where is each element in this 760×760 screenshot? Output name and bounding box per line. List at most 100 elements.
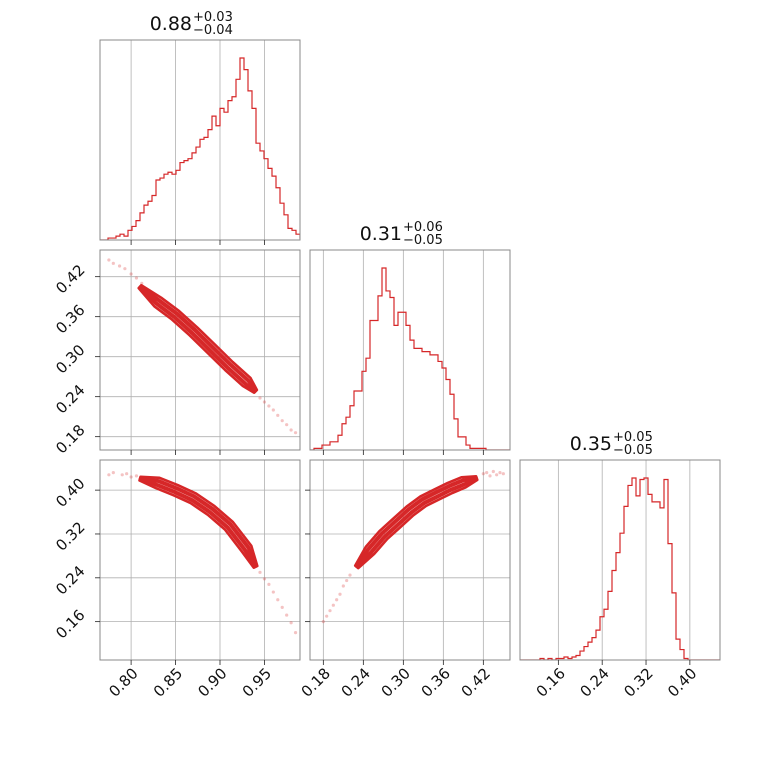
sample-point [345, 578, 349, 583]
sample-point [134, 276, 139, 280]
sample-point [328, 609, 332, 613]
y-tick-label: 0.36 [52, 301, 88, 337]
y-tick-label: 0.40 [52, 474, 88, 510]
diagonal-title: 0.88 +0.03−0.04 [150, 10, 233, 38]
sample-point [285, 613, 289, 617]
sample-point [325, 614, 329, 618]
sample-point [481, 472, 485, 476]
x-tick-label: 0.36 [418, 664, 454, 700]
sample-point [111, 261, 115, 265]
axes-hist-0 [99, 39, 301, 245]
sample-point [335, 598, 339, 602]
axes-hist-2: 0.16 0.24 0.32 0.40 [519, 459, 721, 701]
histogram-2 [520, 477, 720, 660]
y-tick-label: 0.16 [52, 606, 88, 642]
sample-point [289, 428, 293, 432]
sample-point [331, 603, 335, 607]
sample-point [262, 400, 267, 404]
x-tick-label: 0.42 [458, 664, 494, 700]
y-tick-label: 0.42 [52, 261, 88, 297]
axes-hist-1 [309, 249, 511, 455]
axes-frame [99, 39, 301, 241]
sample-point [267, 582, 271, 586]
x-tick-label: 0.40 [664, 664, 700, 700]
sample-point [276, 413, 280, 417]
axes-frame [519, 459, 721, 661]
sample-point [280, 419, 284, 423]
contour-middle [138, 476, 258, 569]
axes-pair-0: 0.18 0.24 0.30 0.36 0.42 [52, 249, 301, 457]
sample-point [491, 469, 495, 474]
panel-content [107, 471, 298, 635]
contour-inner [355, 476, 478, 569]
sample-point [293, 431, 298, 435]
x-tick-label: 0.24 [338, 664, 374, 700]
sample-point [111, 471, 115, 475]
x-tick-label: 0.32 [620, 664, 656, 700]
sample-point [125, 472, 129, 476]
y-tick-label: 0.30 [52, 341, 88, 377]
sample-point [338, 592, 342, 596]
axes-frame [99, 459, 301, 661]
sample-point [117, 264, 122, 268]
x-tick-label: 0.16 [533, 664, 569, 700]
sample-point [280, 605, 284, 609]
panel-content [107, 258, 298, 435]
sample-point [348, 573, 352, 577]
sample-point [501, 472, 505, 476]
sample-point [129, 272, 133, 276]
axes-pair-1: 0.80 0.85 0.90 0.95 0.16 0.24 0.32 0.40 [52, 459, 301, 701]
sample-point [271, 408, 275, 412]
axes-frame [309, 249, 511, 451]
sample-point [341, 584, 345, 588]
sample-point [267, 404, 271, 408]
title-plus: +0.05 [613, 430, 653, 445]
sample-point [120, 473, 124, 477]
sample-point [258, 396, 262, 400]
title-plus: +0.06 [403, 220, 443, 235]
title-minus: −0.05 [403, 233, 443, 248]
title-median: 0.88 [150, 13, 192, 35]
sample-point [285, 423, 289, 427]
x-tick-label: 0.18 [298, 664, 334, 700]
contour-inner [138, 477, 257, 569]
sample-point [258, 570, 262, 574]
panel-content [321, 469, 505, 624]
axes-frame [309, 459, 511, 661]
x-tick-label: 0.95 [239, 664, 275, 700]
x-tick-label: 0.30 [378, 664, 414, 700]
sample-point [293, 631, 298, 635]
sample-point [129, 475, 133, 479]
contour-inner [138, 285, 257, 393]
histogram-1 [310, 267, 510, 450]
axes-frame [99, 249, 301, 451]
sample-point [289, 621, 293, 625]
x-tick-label: 0.85 [150, 664, 186, 700]
sample-point [107, 473, 111, 477]
histogram-0 [100, 57, 300, 240]
sample-point [495, 473, 499, 477]
title-minus: −0.04 [193, 23, 233, 38]
x-tick-label: 0.90 [194, 664, 230, 700]
y-tick-label: 0.24 [52, 562, 88, 598]
sample-point [262, 577, 267, 581]
diagonal-title: 0.31 +0.06−0.05 [360, 220, 443, 248]
y-tick-label: 0.32 [52, 518, 88, 554]
title-median: 0.31 [360, 223, 402, 245]
sample-point [276, 598, 280, 602]
sample-point [321, 620, 325, 624]
sample-point [498, 471, 502, 475]
sample-point [123, 267, 127, 271]
y-tick-label: 0.18 [52, 421, 88, 457]
x-tick-label: 0.80 [105, 664, 141, 700]
sample-point [271, 590, 275, 594]
sample-point [485, 471, 489, 475]
title-minus: −0.05 [613, 443, 653, 458]
title-median: 0.35 [570, 433, 612, 455]
title-plus: +0.03 [193, 10, 233, 25]
sample-point [488, 474, 492, 478]
sample-point [134, 474, 139, 478]
y-tick-label: 0.24 [52, 381, 88, 417]
axes-pair-2: 0.18 0.24 0.30 0.36 0.42 [298, 459, 511, 701]
